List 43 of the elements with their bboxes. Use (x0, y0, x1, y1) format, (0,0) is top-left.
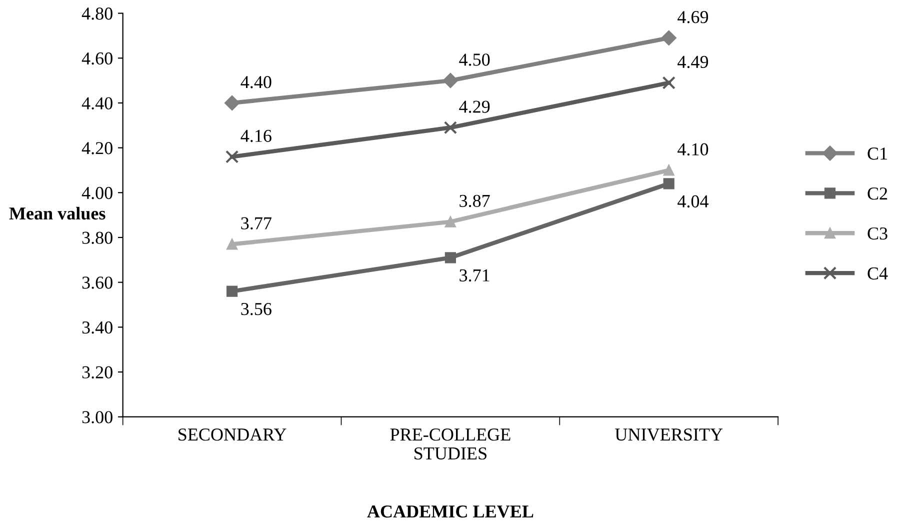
data-label: 3.87 (460, 194, 490, 208)
data-label: 3.71 (460, 269, 490, 282)
data-label: 4.04 (678, 195, 708, 208)
legend-label: C3 (868, 227, 888, 240)
y-tick-label: 3.00 (82, 411, 112, 424)
data-label: 4.49 (678, 56, 708, 68)
y-tick-label: 4.60 (82, 52, 112, 65)
y-tick-label: 3.80 (82, 232, 112, 244)
data-label: 4.40 (240, 76, 272, 88)
x-tick-label: SECONDARY (178, 428, 286, 441)
point (225, 150, 239, 164)
point (444, 252, 456, 264)
point (661, 30, 676, 46)
y-tick-label: 4.00 (82, 186, 112, 200)
point (663, 178, 674, 190)
y-tick-label: 3.20 (82, 366, 112, 379)
point (663, 164, 674, 176)
y-tick-label: 3.40 (82, 321, 112, 334)
data-label: 3.56 (241, 302, 272, 316)
data-label: 4.29 (459, 100, 490, 113)
data-label: 4.10 (678, 143, 708, 156)
y-tick-label: 4.40 (82, 97, 112, 110)
legend-label: C1 (868, 148, 887, 160)
legend-label: C2 (868, 188, 888, 200)
x-tick-label: PRE-COLLEGE STUDIES (390, 428, 510, 460)
legend-label: C4 (868, 267, 888, 280)
data-label: 4.16 (240, 130, 272, 142)
data-label: 4.69 (678, 11, 708, 24)
point (226, 238, 238, 250)
data-label: 4.50 (459, 54, 490, 66)
y-tick-label: 4.20 (82, 142, 112, 154)
y-tick-label: 3.60 (82, 276, 112, 289)
point (444, 216, 456, 228)
y-axis-title: Mean values (9, 206, 106, 220)
data-label: 3.77 (241, 217, 272, 230)
y-tick-label: 4.80 (82, 8, 112, 20)
point (226, 286, 238, 297)
x-tick-label: UNIVERSITY (615, 428, 723, 441)
point (444, 121, 458, 134)
x-axis-title: ACADEMIC LEVEL (367, 505, 534, 518)
point (662, 76, 676, 90)
point (442, 72, 458, 88)
point (224, 95, 240, 111)
